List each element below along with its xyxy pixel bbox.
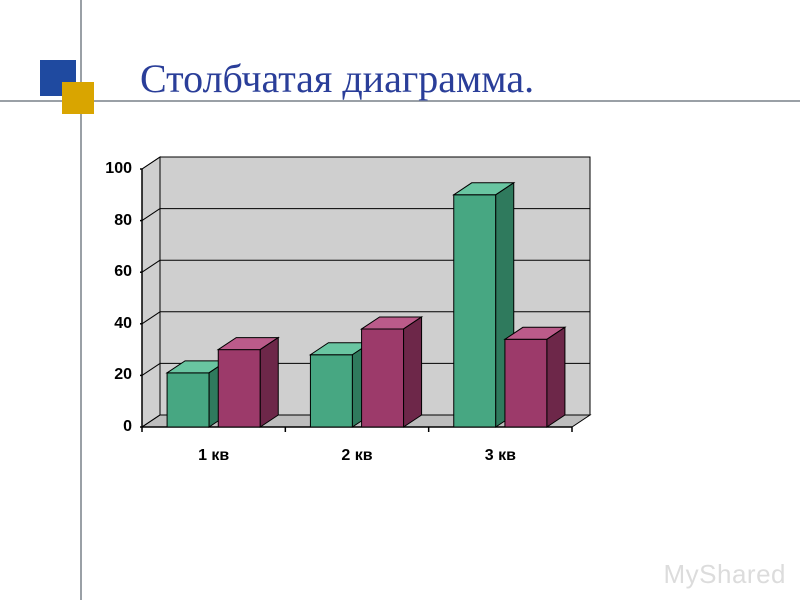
x-tick-label: 1 кв [198, 447, 229, 465]
y-axis-labels: 0 20 40 60 80 100 [90, 155, 138, 435]
y-tick-label: 40 [114, 315, 132, 333]
x-tick-label: 3 кв [485, 447, 516, 465]
slide-title: Столбчатая диаграмма. [140, 55, 534, 102]
deco-square-yellow [62, 82, 94, 114]
y-tick-label: 100 [105, 160, 132, 178]
title-decoration [40, 60, 110, 130]
watermark: MyShared [664, 559, 787, 590]
y-tick-label: 60 [114, 263, 132, 281]
y-tick-label: 0 [123, 418, 132, 436]
y-tick-label: 80 [114, 212, 132, 230]
y-tick-label: 20 [114, 366, 132, 384]
bar-chart: 0 20 40 60 80 100 1 кв 2 кв 3 кв [90, 155, 610, 495]
x-tick-label: 2 кв [341, 447, 372, 465]
x-axis-labels: 1 кв 2 кв 3 кв [140, 447, 600, 471]
chart-plot-area [140, 155, 600, 435]
